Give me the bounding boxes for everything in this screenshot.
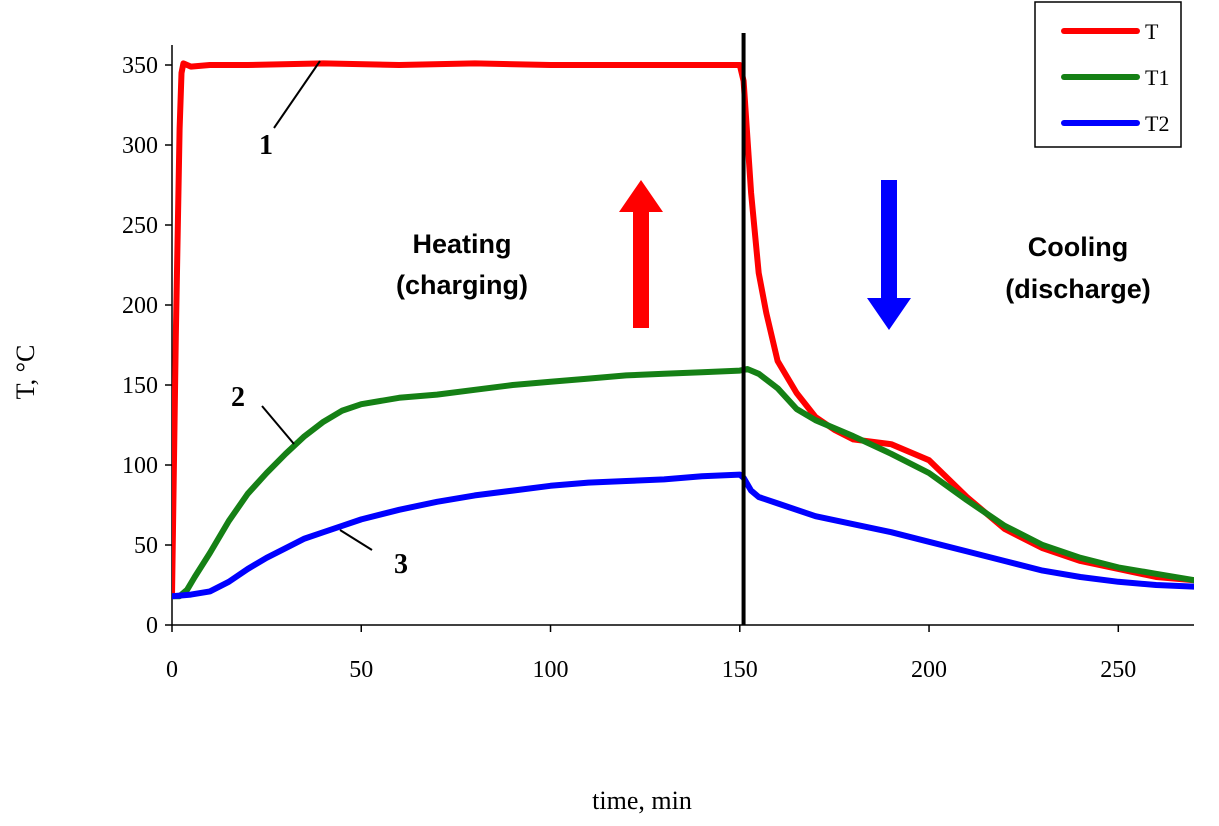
heating-up-arrow-icon — [619, 180, 663, 328]
y-tick-label: 200 — [122, 293, 158, 319]
cooling-label-line1: Cooling — [1028, 232, 1128, 262]
heating-label-line2: (charging) — [396, 270, 528, 300]
curve-label-3: 3 — [394, 549, 408, 580]
y-tick-label: 100 — [122, 453, 158, 479]
cooling-down-arrow-icon — [867, 180, 911, 330]
x-tick-label: 100 — [533, 657, 569, 683]
curve-label-3-leader — [339, 529, 373, 551]
cooling-label-line2: (discharge) — [1005, 274, 1151, 304]
curve-label-2: 2 — [231, 382, 245, 413]
heating-label-line1: Heating — [412, 229, 511, 259]
legend: T T1 T2 — [1034, 1, 1182, 148]
y-tick-label: 250 — [122, 213, 158, 239]
annotations: Heating (charging) Cooling (discharge) 1… — [231, 60, 1151, 580]
y-tick-label: 50 — [134, 533, 158, 559]
y-tick-label: 350 — [122, 53, 158, 79]
series-layer — [172, 60, 1194, 600]
curve-label-1-leader — [273, 60, 321, 129]
x-tick-label: 0 — [166, 657, 178, 683]
series-line-t2 — [172, 471, 1194, 600]
curve-label-1: 1 — [259, 130, 273, 161]
x-tick-label: 50 — [349, 657, 373, 683]
legend-label-t1: T1 — [1145, 65, 1169, 90]
x-tick-label: 150 — [722, 657, 758, 683]
y-tick-label: 300 — [122, 133, 158, 159]
legend-label-t: T — [1145, 19, 1159, 44]
x-tick-label: 250 — [1100, 657, 1136, 683]
series-line-t1 — [172, 366, 1194, 600]
x-axis-title: time, min — [592, 786, 692, 815]
y-tick-label: 0 — [146, 613, 158, 639]
tick-labels: 0 50 100 150 200 250 300 350 0 50 100 150 200 250 — [122, 53, 1136, 683]
curve-label-2-leader — [261, 405, 295, 445]
y-axis-title: T, °C — [11, 345, 40, 400]
legend-label-t2: T2 — [1145, 111, 1169, 136]
x-tick-label: 200 — [911, 657, 947, 683]
y-tick-label: 150 — [122, 373, 158, 399]
